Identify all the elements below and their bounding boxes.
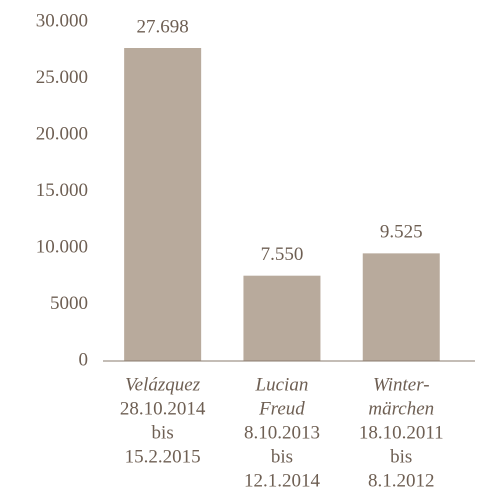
- bar: [243, 275, 321, 361]
- date-label: 28.10.2014: [120, 398, 206, 419]
- date-label: 15.2.2015: [125, 446, 201, 467]
- y-tick-label: 10.000: [36, 236, 88, 257]
- date-label: 12.1.2014: [244, 470, 321, 491]
- y-tick-label: 5000: [50, 293, 88, 314]
- category-label: Freud: [258, 398, 305, 419]
- y-tick-label: 20.000: [36, 123, 88, 144]
- date-label: 8.10.2013: [244, 422, 320, 443]
- bar: [362, 253, 440, 361]
- date-label: 18.10.2011: [359, 422, 444, 443]
- category-label: Velázquez: [125, 374, 201, 395]
- category-label: Winter-: [373, 374, 430, 395]
- category-label: märchen: [368, 398, 434, 419]
- value-label: 7.550: [261, 244, 304, 265]
- date-label: 8.1.2012: [368, 470, 435, 491]
- date-label: bis: [271, 446, 293, 467]
- bar: [124, 48, 202, 361]
- y-tick-label: 30.000: [36, 10, 88, 31]
- y-tick-label: 15.000: [36, 180, 88, 201]
- y-tick-label: 25.000: [36, 67, 88, 88]
- value-label: 27.698: [137, 16, 189, 37]
- date-label: bis: [390, 446, 412, 467]
- value-label: 9.525: [380, 222, 423, 243]
- date-label: bis: [152, 422, 174, 443]
- y-tick-label: 0: [79, 349, 89, 370]
- category-label: Lucian: [255, 374, 309, 395]
